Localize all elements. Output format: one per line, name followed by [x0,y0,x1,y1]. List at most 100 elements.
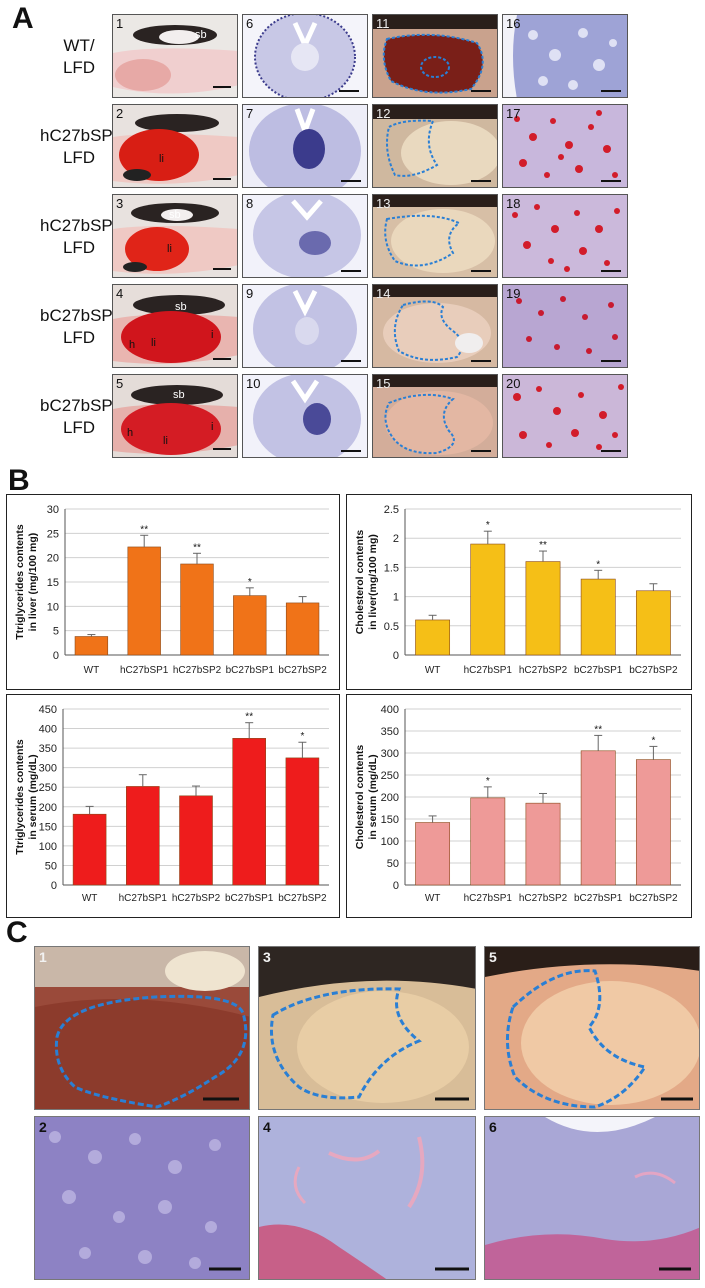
chart-svg: 0 50 100 150 200 250 300 350 400 450 Ttriglyceride… [14,704,329,904]
tile-number: 14 [376,286,391,301]
y-tick-label: 300 [39,763,57,775]
y-tick-label: 150 [39,821,57,833]
tile-number: 6 [246,16,254,31]
y-tick-label: 30 [47,504,59,516]
y-axis-label-line: in liver(mg/100 mg) [367,534,379,630]
organ-label-sb: sb [175,301,187,313]
chart-serum-cholesterol: 0 50 100 150 200 250 300 350 400 Cholesterol cont… [346,694,692,918]
histology-image-7: 7 [242,104,368,188]
y-tick-label: 450 [39,704,57,716]
histology-image-10: 10 [242,374,368,458]
row-label-hc27bsp2: hC27bSP2/LFD [40,216,127,257]
x-tick-label: hC27bSP1 [464,665,513,676]
histology-photo-c6: 6 [484,1116,700,1280]
y-tick-label: 1.5 [384,562,399,574]
bar [635,590,671,656]
y-tick-label: 5 [53,626,59,638]
y-tick-label: 50 [387,858,399,870]
larva-image-1: 1 sb [112,14,238,98]
row-label-hc27bsp1: hC27bSP1/LFD [40,126,127,167]
tile-number: 16 [506,16,521,31]
y-axis-label-line: in liver (mg/100 mg) [27,533,39,632]
x-tick-label: bC27bSP1 [574,665,623,676]
y-tick-label: 10 [47,601,59,613]
tile-number: 3 [263,949,271,965]
tile-number: 11 [376,16,390,31]
bar [415,822,451,886]
larva-image-4: 4 sb h li i [112,284,238,368]
organ-label-i: i [211,329,214,341]
liver-image-14: 14 [372,284,498,368]
liver-image-13: 13 [372,194,498,278]
y-tick-label: 400 [381,704,399,716]
tile-number: 1 [39,949,47,965]
x-tick-label: WT [84,665,100,676]
bar [126,786,160,886]
bar [525,561,561,656]
chart-liver-cholesterol: 0 0.5 1 1.5 2 2.5 Cholesterol contentsin liver… [346,494,692,690]
significance-marker: * [596,559,600,570]
liver-photo-c3: 3 [258,946,476,1110]
y-axis-label: Cholesterol contentsin liver(mg/100 mg) [354,530,379,635]
x-tick-label: hC27bSP1 [119,893,168,904]
liver-image-15: 15 [372,374,498,458]
panel-b-label: B [8,464,30,497]
x-tick-label: bC27bSP2 [278,665,327,676]
tile-number: 13 [376,196,391,211]
histology-image-8: 8 [242,194,368,278]
organ-label-li: li [163,435,168,447]
y-axis-label-line: Ttriglycerides contents [14,739,26,855]
bar [285,602,320,656]
liver-photo-c5: 5 [484,946,700,1110]
tile-number: 7 [246,106,254,121]
chart-svg: 0 5 10 15 20 25 30 Ttriglycerides contentsin li… [14,504,329,676]
y-tick-label: 250 [381,770,399,782]
bar [285,757,320,886]
histology-photo-c2: 2 [34,1116,250,1280]
organ-label-li: li [159,153,164,165]
row-label-bc27bsp1: bC27bSP1/LFD [40,306,127,347]
row-label-wt: WT/LFD [62,36,96,77]
significance-marker: * [651,735,655,746]
y-axis-label: Ttriglycerides contentsin liver (mg/100 … [14,524,39,640]
y-tick-label: 350 [381,726,399,738]
liver-photo-c1: 1 [34,946,250,1110]
organ-label-sb: sb [195,29,207,41]
histology-image-6: 6 [242,14,368,98]
oil-red-image-19: 19 [502,284,628,368]
y-tick-label: 2 [393,533,399,545]
significance-marker: ** [193,542,201,553]
bar [470,797,506,886]
tile-number: 18 [506,196,521,211]
y-tick-label: 100 [381,836,399,848]
y-tick-label: 100 [39,841,57,853]
bar [180,563,214,656]
y-tick-label: 2.5 [384,504,399,516]
y-axis-label-line: Ttriglycerides contents [14,524,26,640]
bar [232,738,266,886]
x-tick-label: hC27bSP2 [519,665,568,676]
y-axis-label: Ttriglycerides contentsin serum (mg/dL) [14,739,39,855]
bar [127,546,161,656]
bar [415,619,451,656]
x-tick-label: hC27bSP2 [173,665,222,676]
panel-c-label: C [6,916,28,949]
tile-number: 12 [376,106,391,121]
tile-number: 5 [116,376,124,391]
significance-marker: ** [245,712,253,723]
y-tick-label: 0 [393,650,399,662]
organ-label-h: h [129,339,136,351]
x-tick-label: bC27bSP1 [574,893,623,904]
y-axis-label-line: Cholesterol contents [354,745,366,850]
histology-image-9: 9 [242,284,368,368]
oil-red-image-20: 20 [502,374,628,458]
chart-svg: 0 0.5 1 1.5 2 2.5 Cholesterol contentsin liver… [354,504,681,676]
tile-number: 2 [39,1119,47,1135]
organ-label-li: li [151,337,156,349]
y-tick-label: 25 [47,528,59,540]
y-axis-label-line: in serum (mg/dL) [27,754,39,839]
significance-marker: * [248,577,252,588]
y-tick-label: 400 [39,724,57,736]
oil-red-image-17: 17 [502,104,628,188]
significance-marker: * [486,520,490,531]
